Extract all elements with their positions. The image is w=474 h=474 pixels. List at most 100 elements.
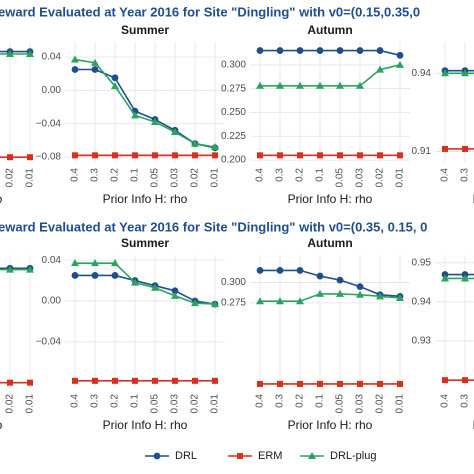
panel: −0.04 0.00 0.04 0.4 0.3 0.2 0.1 0.05 0.03 0.02 0.0… xyxy=(36,236,225,432)
plot-area xyxy=(65,255,225,388)
axis-title: Prior Info H: rho xyxy=(288,418,373,432)
axis-title: Prior Info H: rho xyxy=(473,192,474,206)
marker xyxy=(111,259,119,267)
marker xyxy=(111,82,119,90)
marker xyxy=(442,377,448,384)
plot-area xyxy=(0,42,40,162)
y-tick-label: −0.08 xyxy=(36,152,62,163)
plot-area xyxy=(0,255,40,388)
y-tick-label: 0.04 xyxy=(42,255,62,266)
series-line xyxy=(74,58,216,148)
legend-label: DRL xyxy=(175,450,197,462)
x-tick-label: 0.05 xyxy=(150,394,161,414)
x-tick-label: 0.02 xyxy=(190,394,201,414)
panel: −0.08 −0.04 0.00 0.04 0.4 0.3 0.2 0.1 0.05 0.03 0.… xyxy=(36,23,225,206)
x-tick-label: 0.05 xyxy=(335,168,346,188)
marker xyxy=(172,152,178,159)
marker xyxy=(296,267,304,274)
x-tick-label: 0.4 xyxy=(70,394,81,408)
marker xyxy=(26,265,34,273)
marker xyxy=(356,290,364,298)
marker xyxy=(397,152,403,159)
x-tick-label: 0.3 xyxy=(275,394,286,408)
x-tick-label: 0.1 xyxy=(130,168,141,182)
marker xyxy=(442,145,448,152)
marker xyxy=(296,297,304,305)
marker xyxy=(256,267,264,274)
x-tick-label: 0.03 xyxy=(170,168,181,188)
marker xyxy=(357,152,363,159)
marker xyxy=(256,47,264,54)
marker xyxy=(112,377,118,384)
panel: 0.910.940.40.30.20.10.050.030.020.01Prio… xyxy=(412,42,474,206)
marker xyxy=(316,272,324,280)
marker xyxy=(132,152,138,159)
marker xyxy=(336,289,344,297)
marker xyxy=(71,55,79,63)
marker xyxy=(153,452,161,460)
x-tick-label: 0.2 xyxy=(295,168,306,182)
marker xyxy=(316,289,324,297)
marker xyxy=(26,50,34,57)
marker xyxy=(397,380,403,387)
marker xyxy=(462,377,468,384)
y-tick-label: 0.94 xyxy=(412,297,432,308)
x-tick-label: 0.1 xyxy=(315,168,326,182)
y-tick-label: −0.04 xyxy=(36,118,62,129)
plot-area xyxy=(435,42,474,162)
marker xyxy=(91,66,99,73)
marker xyxy=(461,274,469,282)
marker xyxy=(316,47,324,54)
plot-area xyxy=(250,42,410,162)
marker xyxy=(27,379,33,386)
x-tick-label: 0.4 xyxy=(255,394,266,408)
y-tick-label: 0.225 xyxy=(221,131,246,142)
y-tick-label: 0.93 xyxy=(412,336,432,347)
x-tick-label: 0.02 xyxy=(5,394,16,414)
marker xyxy=(111,272,119,279)
marker xyxy=(308,452,316,459)
legend-label: ERM xyxy=(258,450,282,462)
y-tick-label: 0.00 xyxy=(42,296,62,307)
marker xyxy=(256,81,264,89)
marker xyxy=(72,152,78,159)
row-title: eward Evaluated at Year 2016 for Site "D… xyxy=(0,219,427,234)
y-tick-label: 0.94 xyxy=(412,68,432,79)
marker xyxy=(6,50,14,57)
marker xyxy=(111,74,119,82)
marker xyxy=(71,259,79,267)
panel-title: Summer xyxy=(121,23,169,37)
y-tick-label: 0.275 xyxy=(221,83,246,94)
marker xyxy=(131,111,139,119)
x-tick-label: 0.01 xyxy=(25,168,36,188)
marker xyxy=(151,118,159,125)
x-tick-label: 0.1 xyxy=(130,394,141,408)
x-tick-label: 0.01 xyxy=(210,168,221,188)
x-tick-label: 0.4 xyxy=(440,394,451,408)
marker xyxy=(172,377,178,384)
marker xyxy=(191,299,199,307)
marker xyxy=(257,152,263,159)
marker xyxy=(72,377,78,384)
marker xyxy=(336,276,344,284)
marker xyxy=(27,154,33,161)
marker xyxy=(377,152,383,159)
x-tick-label: 0.05 xyxy=(150,168,161,188)
marker xyxy=(317,152,323,159)
x-tick-label: 0.01 xyxy=(395,394,406,414)
x-tick-label: 0.02 xyxy=(190,168,201,188)
legend-label: DRL-plug xyxy=(330,450,376,462)
marker xyxy=(71,272,79,279)
marker xyxy=(192,152,198,159)
x-tick-label: 0.01 xyxy=(25,394,36,414)
marker xyxy=(396,60,404,68)
y-tick-label: 0.275 xyxy=(221,297,246,308)
y-tick-label: 0.300 xyxy=(221,59,246,70)
panel: 0.200 0.225 0.250 0.275 0.300 0.4 0.3 0.2 0.1 0.0… xyxy=(221,23,410,206)
marker xyxy=(7,154,13,161)
marker xyxy=(212,377,218,384)
marker xyxy=(461,69,469,77)
plot-area xyxy=(435,255,474,388)
marker xyxy=(441,274,449,282)
